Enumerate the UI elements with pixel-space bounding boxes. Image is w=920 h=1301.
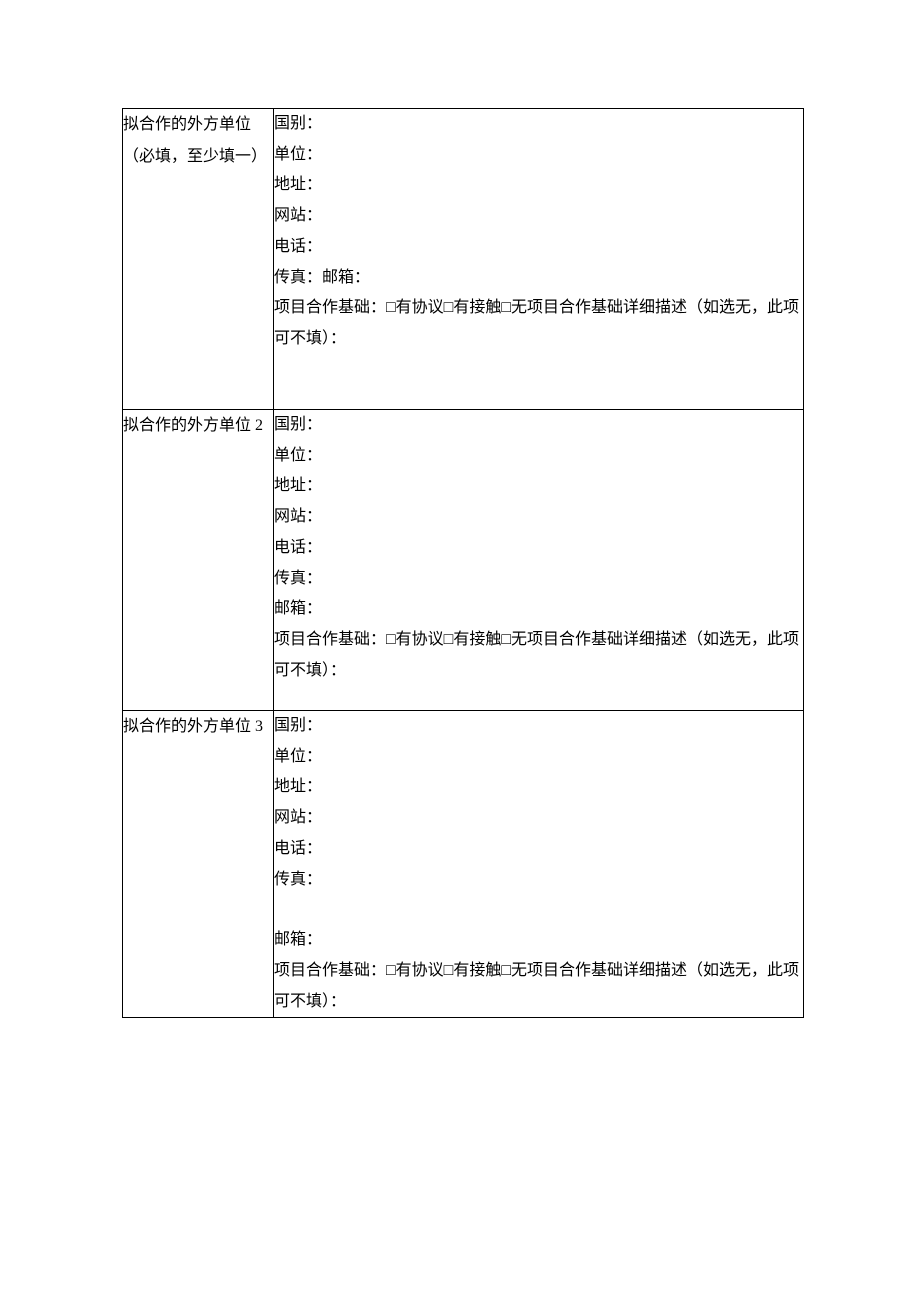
field-website: 网站： <box>274 502 803 533</box>
row-content-cell: 国别： 单位： 地址： 网站： 电话： 传真： 邮箱： 项目合作基础：□有协议□… <box>274 711 804 1018</box>
form-table: 拟合作的外方单位（必填，至少填一） 国别： 单位： 地址： 网站： 电话： 传真… <box>122 108 804 1018</box>
row-label: 拟合作的外方单位 2 <box>123 410 273 442</box>
table-row: 拟合作的外方单位（必填，至少填一） 国别： 单位： 地址： 网站： 电话： 传真… <box>123 109 804 410</box>
field-email: 邮箱： <box>274 594 803 625</box>
row-label-cell: 拟合作的外方单位 2 <box>123 410 274 711</box>
field-basis: 项目合作基础：□有协议□有接触□无项目合作基础详细描述（如选无，此项可不填）： <box>274 293 803 354</box>
field-phone: 电话： <box>274 533 803 564</box>
row-label: 拟合作的外方单位（必填，至少填一） <box>123 109 273 173</box>
page: 拟合作的外方单位（必填，至少填一） 国别： 单位： 地址： 网站： 电话： 传真… <box>0 0 920 1018</box>
row-label-cell: 拟合作的外方单位 3 <box>123 711 274 1018</box>
field-fax: 传真： <box>274 865 803 896</box>
field-unit: 单位： <box>274 441 803 472</box>
row-content: 国别： 单位： 地址： 网站： 电话： 传真：邮箱： 项目合作基础：□有协议□有… <box>274 109 803 409</box>
field-unit: 单位： <box>274 140 803 171</box>
row-content: 国别： 单位： 地址： 网站： 电话： 传真： 邮箱： 项目合作基础：□有协议□… <box>274 711 803 1017</box>
table-row: 拟合作的外方单位 2 国别： 单位： 地址： 网站： 电话： 传真： 邮箱： 项… <box>123 410 804 711</box>
blank-gap <box>274 895 803 925</box>
row-label: 拟合作的外方单位 3 <box>123 711 273 743</box>
row-content: 国别： 单位： 地址： 网站： 电话： 传真： 邮箱： 项目合作基础：□有协议□… <box>274 410 803 710</box>
field-country: 国别： <box>274 711 803 742</box>
field-country: 国别： <box>274 109 803 140</box>
field-fax: 传真： <box>274 564 803 595</box>
row-content-cell: 国别： 单位： 地址： 网站： 电话： 传真： 邮箱： 项目合作基础：□有协议□… <box>274 410 804 711</box>
row-label-cell: 拟合作的外方单位（必填，至少填一） <box>123 109 274 410</box>
field-email: 邮箱： <box>274 925 803 956</box>
field-country: 国别： <box>274 410 803 441</box>
field-website: 网站： <box>274 201 803 232</box>
field-address: 地址： <box>274 772 803 803</box>
table-row: 拟合作的外方单位 3 国别： 单位： 地址： 网站： 电话： 传真： 邮箱： 项… <box>123 711 804 1018</box>
field-phone: 电话： <box>274 232 803 263</box>
field-phone: 电话： <box>274 834 803 865</box>
field-basis: 项目合作基础：□有协议□有接触□无项目合作基础详细描述（如选无，此项可不填）： <box>274 625 803 686</box>
field-address: 地址： <box>274 471 803 502</box>
row-content-cell: 国别： 单位： 地址： 网站： 电话： 传真：邮箱： 项目合作基础：□有协议□有… <box>274 109 804 410</box>
field-basis: 项目合作基础：□有协议□有接触□无项目合作基础详细描述（如选无，此项可不填）： <box>274 956 803 1017</box>
field-unit: 单位： <box>274 742 803 773</box>
field-fax-email: 传真：邮箱： <box>274 263 803 294</box>
field-address: 地址： <box>274 170 803 201</box>
field-website: 网站： <box>274 803 803 834</box>
